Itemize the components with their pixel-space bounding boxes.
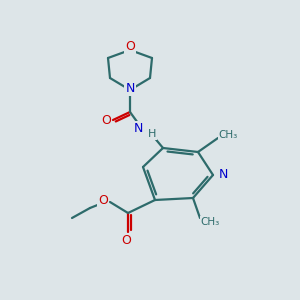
Text: O: O	[125, 40, 135, 53]
Text: CH₃: CH₃	[200, 217, 220, 227]
Text: H: H	[148, 129, 156, 139]
Text: CH₃: CH₃	[218, 130, 238, 140]
Text: O: O	[98, 194, 108, 208]
Text: N: N	[125, 82, 135, 94]
Text: O: O	[101, 115, 111, 128]
Text: N: N	[218, 169, 228, 182]
Text: O: O	[121, 233, 131, 247]
Text: N: N	[133, 122, 143, 134]
